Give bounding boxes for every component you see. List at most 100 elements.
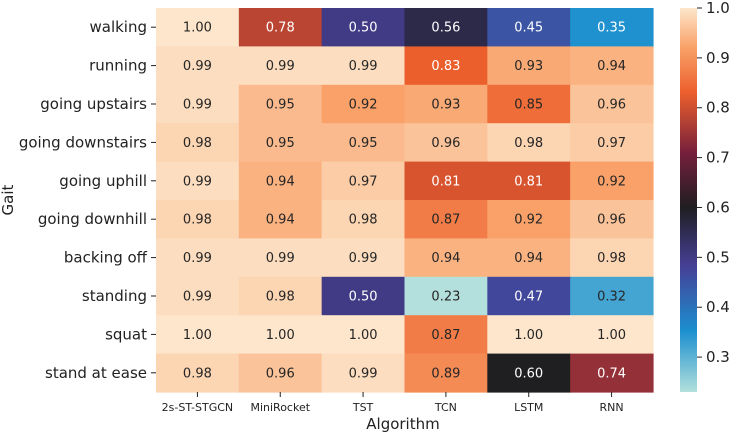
cell-value-label: 0.98 xyxy=(349,213,378,228)
cell-value-label: 0.92 xyxy=(514,213,543,228)
cell-value-label: 0.95 xyxy=(349,136,378,151)
heatmap-cell xyxy=(321,200,406,239)
cell-value-label: 0.87 xyxy=(431,328,460,343)
heatmap-cell xyxy=(570,123,654,163)
cell-value-label: 0.97 xyxy=(597,136,626,151)
colorbar-tick-label: 0.9 xyxy=(706,49,730,67)
cell-value-label: 0.93 xyxy=(431,98,460,113)
cell-value-label: 0.32 xyxy=(597,290,626,305)
colorbar-ticks: 0.3 0.4 0.5 0.6 0.7 0.8 0.9 1.0 xyxy=(697,0,730,366)
cell-value-label: 0.74 xyxy=(597,366,626,381)
cell-value-label: 0.94 xyxy=(514,251,543,266)
cell-value-label: 0.78 xyxy=(266,21,295,36)
heatmap-cell xyxy=(238,238,323,278)
cell-value-label: 0.99 xyxy=(183,290,212,305)
cell-value-label: 0.56 xyxy=(431,21,460,36)
heatmap-cell xyxy=(487,276,571,316)
x-tick-label: TST xyxy=(352,401,374,414)
y-tick-label: walking xyxy=(89,18,147,36)
heatmap-cell xyxy=(238,84,323,124)
colorbar-tick-label: 0.4 xyxy=(706,298,730,316)
heatmap-cells: 1.00 0.78 0.50 0.56 0.45 0.35 0.99 0.99 0.99 0.83… xyxy=(156,8,654,393)
heatmap-cell xyxy=(238,276,323,316)
heatmap-cell xyxy=(570,161,654,201)
cell-value-label: 0.99 xyxy=(266,59,295,74)
colorbar-tick-label: 0.3 xyxy=(706,348,730,366)
heatmap-cell xyxy=(404,161,488,201)
heatmap-cell xyxy=(238,353,323,393)
heatmap-cell xyxy=(570,84,654,124)
heatmap-cell xyxy=(487,353,571,393)
heatmap-cell xyxy=(404,276,488,316)
heatmap-cell xyxy=(487,315,571,355)
cell-value-label: 0.95 xyxy=(266,98,295,113)
heatmap-cell xyxy=(570,46,654,86)
cell-value-label: 0.23 xyxy=(431,290,460,305)
heatmap-cell xyxy=(570,200,654,239)
cell-value-label: 0.35 xyxy=(597,21,626,36)
heatmap-cell xyxy=(321,238,406,278)
cell-value-label: 1.00 xyxy=(514,328,543,343)
heatmap-cell xyxy=(156,84,240,124)
heatmap-cell xyxy=(156,276,240,316)
colorbar-tick-label: 1.0 xyxy=(706,0,730,17)
colorbar-tick-label: 0.8 xyxy=(706,99,730,117)
heatmap-cell xyxy=(487,238,571,278)
x-tick-label: RNN xyxy=(600,401,624,414)
heatmap-cell xyxy=(487,161,571,201)
y-tick-labels: walking running going upstairs going downst… xyxy=(19,18,156,382)
x-tick-label: LSTM xyxy=(514,401,543,414)
cell-value-label: 0.50 xyxy=(349,290,378,305)
heatmap-cell xyxy=(321,161,406,201)
heatmap-cell xyxy=(404,238,488,278)
x-tick-labels: 2s-ST-STGCN MiniRocket TST TCN LSTM RNN xyxy=(162,392,624,414)
heatmap-cell xyxy=(487,46,571,86)
heatmap-cell xyxy=(238,123,323,163)
colorbar xyxy=(680,8,697,392)
x-axis-label: Algorithm xyxy=(366,415,439,433)
cell-value-label: 0.96 xyxy=(266,366,295,381)
cell-value-label: 0.98 xyxy=(514,136,543,151)
y-tick-label: standing xyxy=(82,287,147,305)
colorbar-tick-label: 0.7 xyxy=(706,149,730,167)
heatmap-cell xyxy=(404,200,488,239)
y-tick-label: backing off xyxy=(64,249,148,267)
heatmap-cell xyxy=(570,315,654,355)
cell-value-label: 0.99 xyxy=(183,174,212,189)
cell-value-label: 0.47 xyxy=(514,290,543,305)
heatmap-cell xyxy=(404,84,488,124)
heatmap-cell xyxy=(487,8,571,47)
heatmap-cell xyxy=(404,315,488,355)
heatmap-cell xyxy=(156,123,240,163)
cell-value-label: 0.99 xyxy=(183,98,212,113)
heatmap-cell xyxy=(404,123,488,163)
cell-value-label: 0.97 xyxy=(349,174,378,189)
cell-value-label: 0.50 xyxy=(349,21,378,36)
heatmap-cell xyxy=(321,123,406,163)
x-tick-label: MiniRocket xyxy=(250,401,310,414)
cell-value-label: 1.00 xyxy=(349,328,378,343)
cell-value-label: 0.89 xyxy=(431,366,460,381)
cell-value-label: 0.98 xyxy=(183,366,212,381)
heatmap-cell xyxy=(321,8,406,47)
cell-value-label: 0.92 xyxy=(597,174,626,189)
heatmap-cell xyxy=(487,200,571,239)
y-tick-label: running xyxy=(89,57,147,75)
cell-value-label: 0.96 xyxy=(597,98,626,113)
cell-value-label: 0.98 xyxy=(266,290,295,305)
cell-value-label: 1.00 xyxy=(597,328,626,343)
heatmap-cell xyxy=(570,8,654,47)
y-axis-label: Gait xyxy=(0,184,17,215)
cell-value-label: 0.94 xyxy=(266,213,295,228)
y-tick-label: stand at ease xyxy=(45,364,147,382)
heatmap-cell xyxy=(156,46,240,86)
heatmap-cell xyxy=(238,161,323,201)
heatmap-cell xyxy=(156,353,240,393)
cell-value-label: 0.96 xyxy=(597,213,626,228)
heatmap-cell xyxy=(156,200,240,239)
y-tick-label: going downstairs xyxy=(19,133,147,151)
heatmap-cell xyxy=(156,238,240,278)
cell-value-label: 0.81 xyxy=(431,174,460,189)
cell-value-label: 0.94 xyxy=(266,174,295,189)
